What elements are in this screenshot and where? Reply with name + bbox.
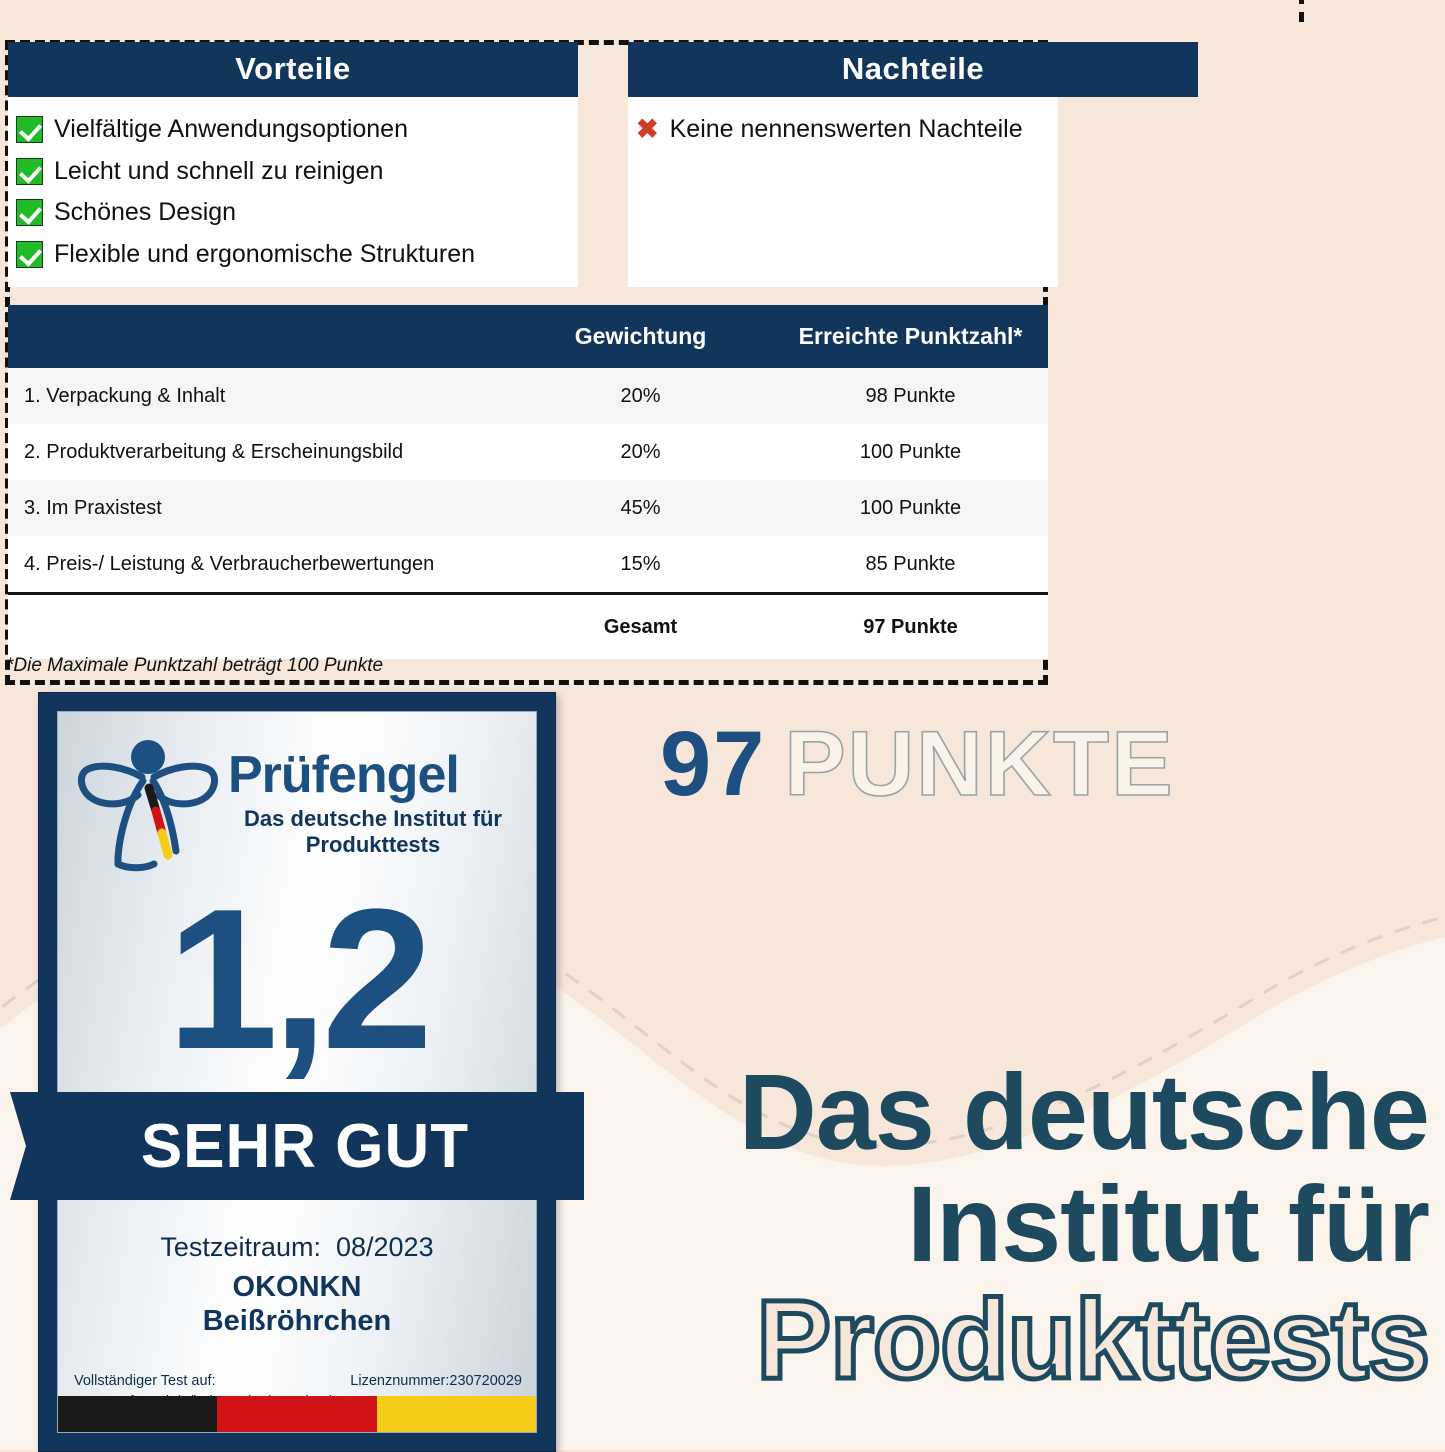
- angel-logo-icon: [78, 740, 218, 872]
- license-info: Lizenznummer:230720029: [350, 1372, 522, 1392]
- crop-mark-top-right: [1299, 0, 1304, 22]
- flag-stripe-gold: [376, 1396, 536, 1432]
- score-headline-word: PUNKTE: [784, 713, 1175, 815]
- pros-item-label: Leicht und schnell zu reinigen: [54, 156, 384, 185]
- cell-total-points: 97 Punkte: [773, 592, 1048, 660]
- pros-item-label: Flexible und ergonomische Strukturen: [54, 239, 476, 268]
- check-icon: [16, 199, 43, 227]
- pros-list: Vielfältige Anwendungsoptionen Leicht un…: [8, 97, 578, 287]
- column-header-criterion: [8, 305, 508, 369]
- table-total-row: Gesamt 97 Punkte: [8, 592, 1048, 660]
- table-row: 2. Produktverarbeitung & Erscheinungsbil…: [8, 424, 1048, 481]
- cell-total-spacer: [8, 592, 508, 660]
- full-test-label: Vollständiger Test auf:: [74, 1373, 216, 1389]
- page-title: Das deutsche Institut für Produkttests: [738, 1051, 1433, 1402]
- page-title-line-2: Institut für: [907, 1163, 1430, 1284]
- cons-column: Nachteile ✖ Keine nennenswerten Nachteil…: [628, 42, 1198, 287]
- license-number: 230720029: [449, 1373, 522, 1389]
- pros-header: Vorteile: [8, 42, 578, 97]
- rating-label: SEHR GUT: [140, 1111, 470, 1181]
- pruefengel-seal: Prüfengel Das deutsche Institut für Prod…: [10, 692, 584, 1452]
- check-icon: [16, 240, 43, 268]
- table-row: 4. Preis-/ Leistung & Verbraucherbewertu…: [8, 536, 1048, 594]
- check-icon: [16, 157, 43, 185]
- pros-item-label: Vielfältige Anwendungsoptionen: [54, 115, 408, 143]
- product-brand: OKONKN: [232, 1271, 362, 1303]
- column-header-points: Erreichte Punktzahl*: [773, 305, 1048, 369]
- cons-header: Nachteile: [628, 42, 1198, 97]
- grade-value: 1,2: [166, 868, 433, 1091]
- pros-cons-section: Vorteile Vielfältige Anwendungsoptionen …: [8, 42, 1198, 297]
- score-table: Gewichtung Erreichte Punktzahl* 1. Verpa…: [8, 305, 1048, 660]
- list-item: Leicht und schnell zu reinigen: [8, 151, 578, 193]
- flag-stripe-red: [217, 1396, 377, 1432]
- score-headline: 97 PUNKTE: [660, 717, 1175, 811]
- table-footnote: *Die Maximale Punktzahl beträgt 100 Punk…: [6, 655, 384, 676]
- seal-info-block: Testzeitraum: 08/2023 OKONKN Beißröhrche…: [58, 1232, 536, 1338]
- list-item: Flexible und ergonomische Strukturen: [8, 234, 578, 276]
- test-period-value: 08/2023: [335, 1232, 434, 1262]
- cell-weight: 20%: [508, 368, 773, 425]
- cell-criterion: 1. Verpackung & Inhalt: [8, 368, 508, 425]
- cell-criterion: 2. Produktverarbeitung & Erscheinungsbil…: [8, 424, 508, 481]
- flag-stripe-black: [58, 1396, 218, 1432]
- cell-points: 85 Punkte: [773, 536, 1048, 594]
- page-title-line-1: Das deutsche: [738, 1051, 1430, 1172]
- score-headline-number: 97: [660, 713, 767, 815]
- cell-weight: 45%: [508, 480, 773, 537]
- table-header-row: Gewichtung Erreichte Punktzahl*: [8, 305, 1048, 369]
- seal-inner-panel: Prüfengel Das deutsche Institut für Prod…: [57, 711, 537, 1433]
- column-header-weight: Gewichtung: [508, 305, 773, 369]
- seal-logo-text: Prüfengel Das deutsche Institut für Prod…: [224, 749, 522, 857]
- cell-points: 100 Punkte: [773, 424, 1048, 481]
- pros-item-label: Schönes Design: [54, 198, 237, 226]
- cell-total-label: Gesamt: [508, 592, 773, 660]
- seal-frame: Prüfengel Das deutsche Institut für Prod…: [38, 692, 556, 1452]
- license-label: Lizenznummer:: [350, 1373, 450, 1389]
- product-model: Beißröhrchen: [202, 1305, 392, 1338]
- cell-criterion: 3. Im Praxistest: [8, 480, 508, 537]
- rating-ribbon: SEHR GUT: [10, 1092, 584, 1200]
- brand-subtitle-line-1: Das deutsche Institut für: [244, 806, 502, 832]
- cell-weight: 20%: [508, 424, 773, 481]
- seal-logo-row: Prüfengel Das deutsche Institut für Prod…: [72, 728, 522, 878]
- cell-criterion: 4. Preis-/ Leistung & Verbraucherbewertu…: [8, 536, 508, 594]
- test-period: Testzeitraum: 08/2023: [58, 1232, 536, 1263]
- cell-weight: 15%: [508, 536, 773, 594]
- cell-points: 98 Punkte: [773, 368, 1048, 425]
- table-row: 3. Im Praxistest 45% 100 Punkte: [8, 480, 1048, 537]
- brand-name: Prüfengel: [228, 746, 460, 805]
- german-flag-icon: [58, 1396, 536, 1432]
- product-name-block: OKONKN Beißröhrchen: [58, 1270, 536, 1338]
- pros-column: Vorteile Vielfältige Anwendungsoptionen …: [8, 42, 578, 287]
- cell-points: 100 Punkte: [773, 480, 1048, 537]
- test-period-label: Testzeitraum:: [160, 1232, 321, 1262]
- brand-subtitle-line-2: Produkttests: [305, 831, 441, 857]
- x-icon: ✖: [636, 114, 659, 145]
- cons-item-label: Keine nennenswerten Nachteile: [669, 115, 1023, 143]
- brand-subtitle: Das deutsche Institut für Produkttests: [228, 806, 522, 857]
- check-icon: [16, 116, 43, 144]
- table-row: 1. Verpackung & Inhalt 20% 98 Punkte: [8, 368, 1048, 425]
- page-title-line-3: Produkttests: [754, 1277, 1433, 1402]
- list-item: Schönes Design: [8, 192, 578, 234]
- list-item: ✖ Keine nennenswerten Nachteile: [628, 109, 1058, 151]
- list-item: Vielfältige Anwendungsoptionen: [8, 109, 578, 151]
- cons-list: ✖ Keine nennenswerten Nachteile: [628, 97, 1058, 287]
